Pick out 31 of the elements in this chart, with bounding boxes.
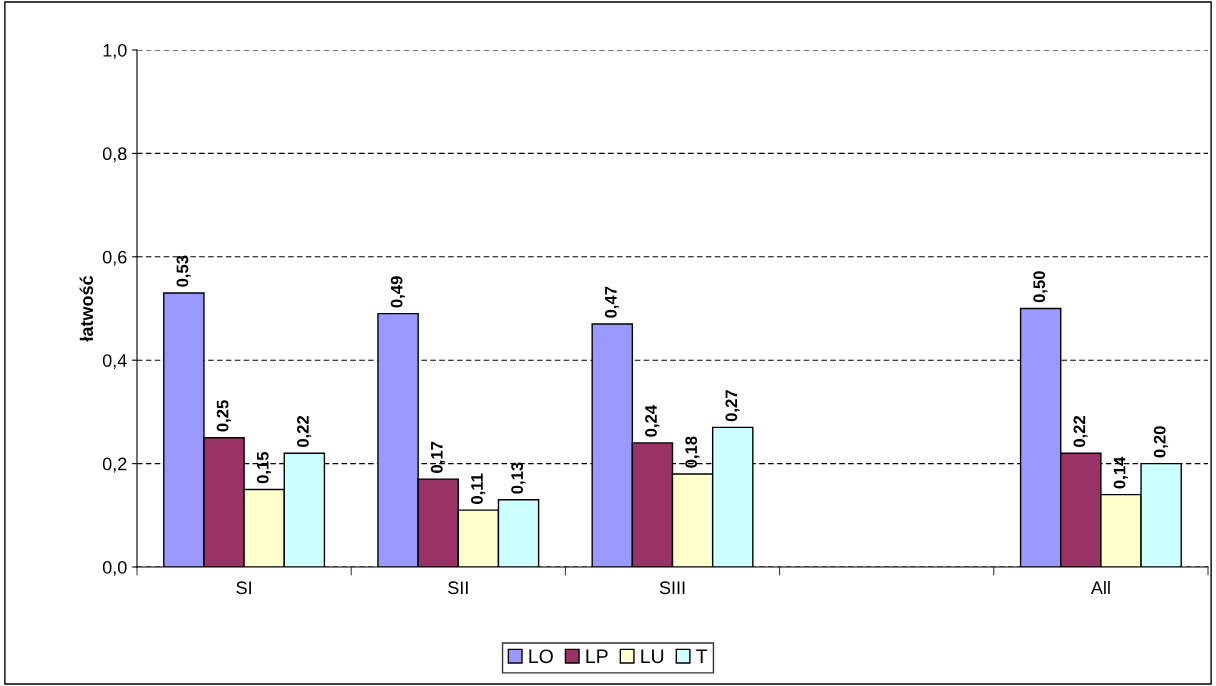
legend-label: T: [696, 649, 708, 663]
y-tick-label: 0,2: [102, 457, 127, 473]
y-axis-title: łatwość: [79, 275, 94, 342]
data-label: 0,14: [1113, 456, 1128, 489]
y-tick-label: 0,8: [102, 147, 127, 163]
data-label: 0,27: [725, 390, 740, 422]
legend-label: LP: [586, 649, 608, 663]
data-label: 0,20: [1153, 426, 1169, 458]
legend-label: LO: [529, 649, 553, 664]
data-label: 0,50: [1033, 271, 1048, 303]
data-label: 0,15: [256, 451, 272, 484]
y-tick-label: 0,0: [102, 560, 127, 576]
data-label: 0,24: [645, 405, 660, 437]
x-tick-label: SIII: [659, 581, 685, 595]
y-tick-label: 0,6: [102, 250, 127, 266]
x-tick-label: SII: [448, 581, 468, 595]
data-label: 0,47: [604, 286, 620, 318]
legend-label: LU: [641, 649, 664, 664]
data-label: 0,49: [390, 276, 405, 308]
data-label: 0,11: [471, 473, 486, 504]
y-tick-label: 1,0: [103, 43, 127, 59]
data-label: 0,22: [1073, 415, 1088, 448]
data-label: 0,25: [216, 400, 231, 432]
data-label: 0,18: [685, 436, 700, 468]
x-tick-label: All: [1090, 580, 1110, 594]
x-tick-label: SI: [236, 581, 251, 595]
data-label: 0,13: [511, 462, 526, 494]
y-tick-label: 0,4: [102, 354, 127, 370]
data-label: 0,53: [176, 255, 191, 287]
data-label: 0,22: [297, 415, 312, 448]
data-label: 0,17: [430, 441, 446, 473]
